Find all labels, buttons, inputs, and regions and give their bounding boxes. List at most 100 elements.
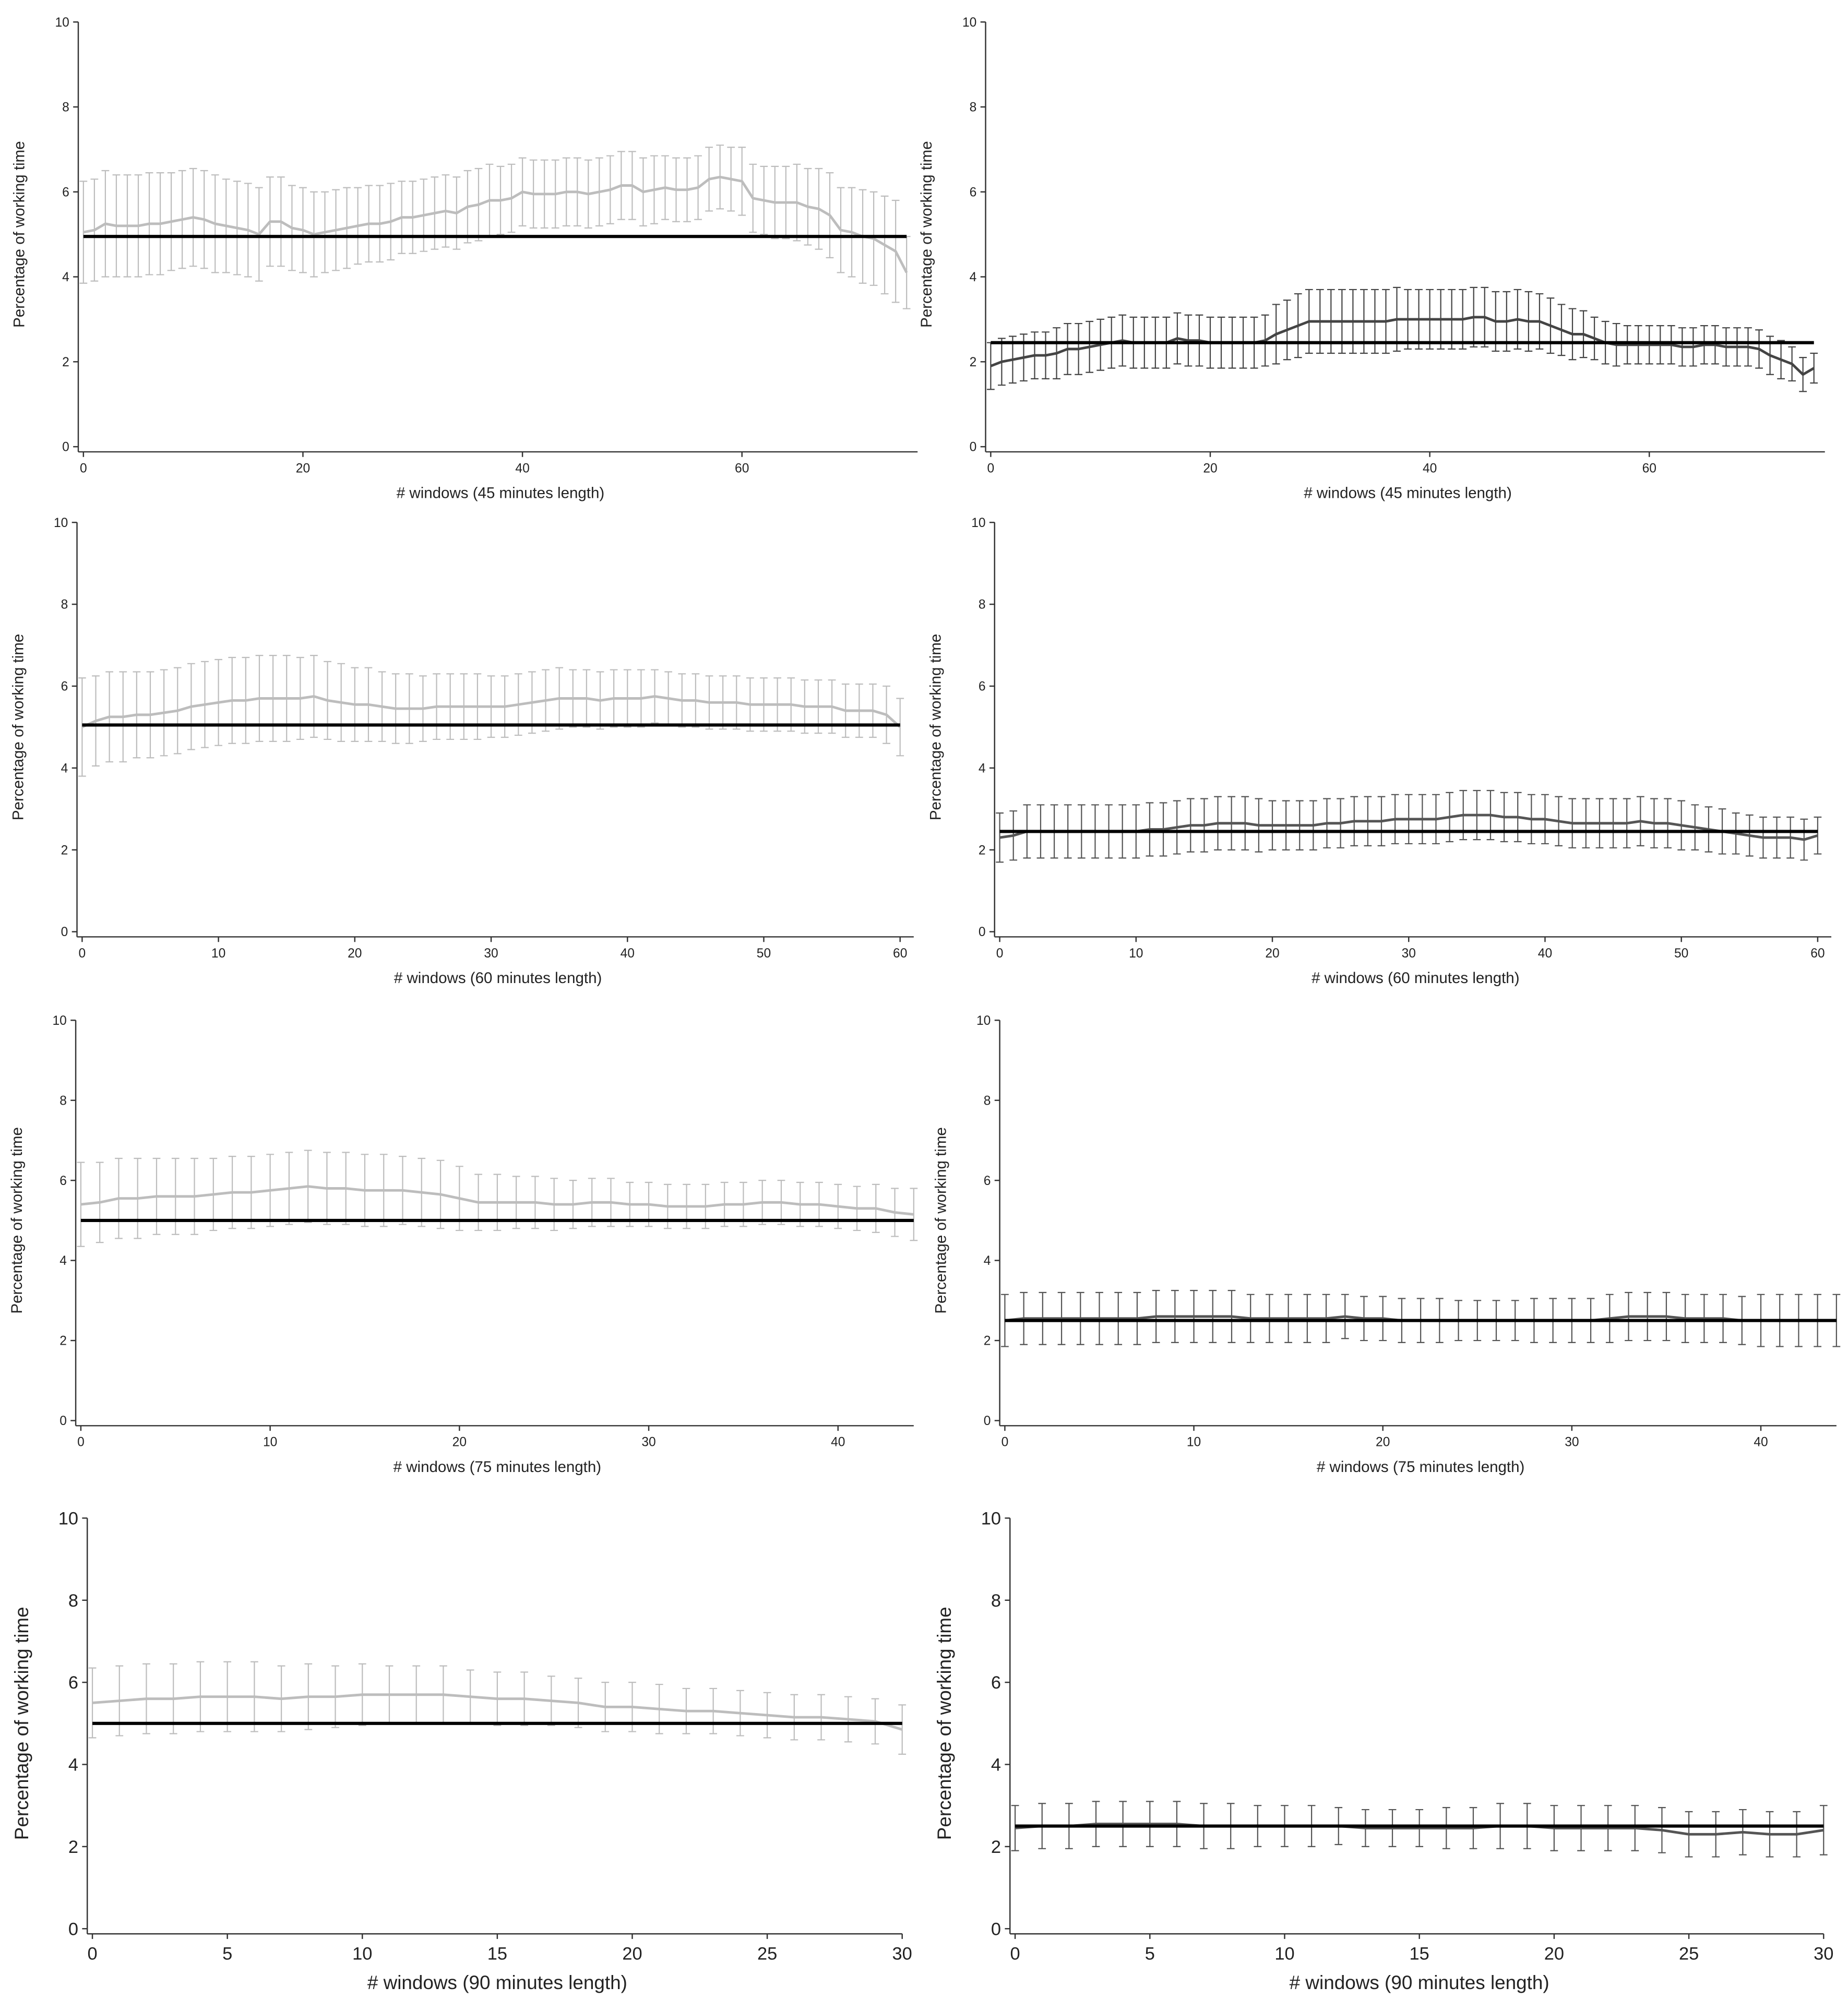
y-tick-label: 8 [62, 101, 69, 115]
chart-panel: 0 2 4 6 8 10 0 10 20 30 40 # windows (75 minutes le… [8, 1014, 918, 1476]
y-tick-label: 10 [53, 1014, 67, 1028]
x-tick-label: 40 [1538, 947, 1552, 961]
chart-panel: 0 2 4 6 8 10 0 10 20 30 40 50 60 # windows (60 minute… [927, 516, 1832, 987]
chart-panel: 0 2 4 6 8 10 0 10 20 30 40 50 60 # windows (60 minute… [9, 516, 914, 987]
x-tick-label: 40 [515, 461, 529, 475]
y-tick-label: 4 [59, 1254, 67, 1268]
x-tick-label: 60 [735, 461, 749, 475]
y-tick-label: 0 [984, 1414, 991, 1428]
x-tick-label: 20 [622, 1944, 642, 1964]
x-tick-label: 30 [1565, 1435, 1579, 1450]
y-axis-label: Percentage of working time [934, 1607, 955, 1840]
y-tick-label: 6 [68, 1673, 78, 1693]
y-tick-label: 4 [62, 270, 69, 284]
y-tick-label: 4 [61, 761, 68, 775]
y-tick-label: 10 [58, 1509, 78, 1528]
x-tick-label: 0 [80, 461, 87, 475]
x-tick-label: 0 [996, 947, 1004, 961]
x-tick-label: 20 [1203, 461, 1217, 475]
x-tick-label: 50 [1674, 947, 1688, 961]
x-tick-label: 25 [757, 1944, 777, 1964]
y-tick-label: 10 [962, 16, 976, 30]
y-tick-label: 6 [991, 1673, 1001, 1693]
y-tick-label: 2 [61, 843, 68, 857]
x-tick-label: 30 [641, 1435, 655, 1450]
y-tick-label: 2 [991, 1837, 1001, 1857]
y-tick-label: 0 [970, 440, 977, 454]
x-tick-label: 60 [1810, 947, 1825, 961]
x-tick-label: 15 [487, 1944, 507, 1964]
x-tick-label: 10 [1274, 1944, 1294, 1964]
x-tick-label: 15 [1410, 1944, 1429, 1964]
y-tick-label: 10 [981, 1509, 1001, 1528]
y-tick-label: 6 [979, 680, 986, 694]
y-tick-label: 0 [991, 1919, 1001, 1939]
x-tick-label: 5 [222, 1944, 232, 1964]
y-axis-label: Percentage of working time [8, 1127, 26, 1313]
y-tick-label: 8 [59, 1094, 67, 1108]
y-tick-label: 6 [62, 185, 69, 199]
y-tick-label: 6 [970, 185, 977, 199]
x-tick-label: 20 [1265, 947, 1279, 961]
chart-panel: 0 2 4 6 8 10 0 10 20 30 40 # windows (75 minutes le… [932, 1014, 1841, 1476]
y-tick-label: 0 [59, 1414, 67, 1428]
x-tick-label: 40 [831, 1435, 845, 1450]
y-tick-label: 10 [971, 516, 985, 530]
x-tick-label: 60 [1642, 461, 1656, 475]
x-tick-label: 40 [621, 947, 635, 961]
x-tick-label: 10 [352, 1944, 372, 1964]
y-tick-label: 10 [54, 516, 68, 530]
data-line [83, 175, 908, 273]
x-tick-label: 0 [77, 1435, 85, 1450]
x-tick-label: 30 [484, 947, 498, 961]
y-tick-label: 10 [55, 16, 69, 30]
x-tick-label: 0 [87, 1944, 97, 1964]
y-tick-label: 4 [68, 1755, 78, 1775]
chart-panel: 0 2 4 6 8 10 0 20 40 60 # windows (45 minutes leng… [918, 16, 1825, 501]
y-tick-label: 2 [68, 1837, 78, 1857]
x-tick-label: 0 [79, 947, 86, 961]
y-tick-label: 8 [984, 1094, 991, 1108]
error-bar [1810, 352, 1818, 384]
x-tick-label: 40 [1423, 461, 1437, 475]
y-axis-label: Percentage of working time [927, 634, 944, 820]
x-tick-label: 10 [1129, 947, 1143, 961]
y-tick-label: 2 [979, 843, 986, 857]
y-tick-label: 8 [61, 598, 68, 612]
y-tick-label: 2 [984, 1334, 991, 1348]
y-tick-label: 4 [991, 1755, 1001, 1775]
x-tick-label: 10 [1187, 1435, 1201, 1450]
y-tick-label: 2 [59, 1334, 67, 1348]
y-tick-label: 4 [984, 1254, 991, 1268]
x-axis-label: # windows (60 minutes length) [1312, 969, 1519, 987]
chart-panel: 0 2 4 6 8 10 0 5 10 15 20 25 30 # windows (90 minutes… [934, 1509, 1833, 1993]
x-axis-label: # windows (75 minutes length) [394, 1458, 601, 1476]
x-tick-label: 50 [757, 947, 771, 961]
y-axis-label: Percentage of working time [11, 1607, 32, 1840]
y-axis-label: Percentage of working time [932, 1127, 949, 1313]
x-tick-label: 20 [296, 461, 310, 475]
x-axis-label: # windows (45 minutes length) [397, 484, 604, 501]
data-line [81, 695, 901, 728]
y-tick-label: 4 [970, 270, 977, 284]
x-tick-label: 60 [893, 947, 907, 961]
x-tick-label: 30 [892, 1944, 912, 1964]
x-tick-label: 20 [348, 947, 362, 961]
error-bar [1814, 816, 1822, 855]
data-line [80, 1185, 914, 1216]
y-tick-label: 0 [62, 440, 69, 454]
y-tick-label: 0 [979, 925, 986, 939]
y-tick-label: 8 [991, 1591, 1001, 1611]
x-tick-label: 30 [1814, 1944, 1833, 1964]
x-tick-label: 30 [1402, 947, 1416, 961]
y-axis-label: Percentage of working time [918, 141, 935, 327]
x-axis-label: # windows (60 minutes length) [394, 969, 602, 987]
data-line [92, 1693, 903, 1731]
y-tick-label: 6 [61, 680, 68, 694]
y-tick-label: 8 [979, 598, 986, 612]
chart-panel: 0 2 4 6 8 10 0 5 10 15 20 25 30 # windows (90 minutes… [11, 1509, 912, 1993]
y-tick-label: 2 [62, 355, 69, 369]
y-tick-label: 8 [970, 101, 977, 115]
data-line [1015, 1823, 1824, 1836]
